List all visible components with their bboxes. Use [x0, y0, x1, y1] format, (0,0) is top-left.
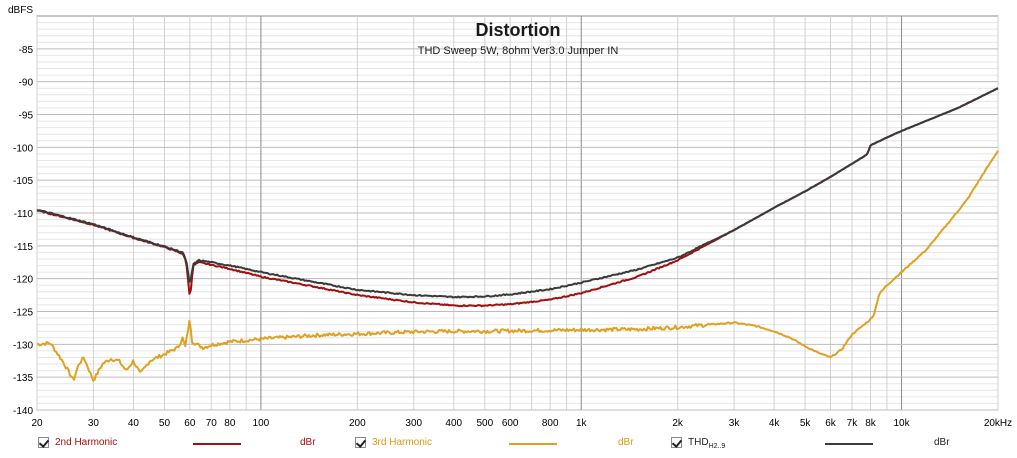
x-tick-label: 3k — [729, 418, 741, 429]
x-tick-label: 8k — [865, 418, 877, 429]
x-tick-label: 70 — [206, 418, 218, 429]
legend-label: THDH2..9 — [688, 437, 725, 450]
legend-line-2nd-harmonic — [193, 443, 241, 445]
x-tick-label: 400 — [445, 418, 462, 429]
x-tick-label: 800 — [542, 418, 559, 429]
checkbox-thd[interactable] — [671, 437, 682, 448]
x-tick-label: 200 — [349, 418, 366, 429]
x-tick-label: 5k — [800, 418, 812, 429]
y-tick-label: -105 — [13, 176, 33, 187]
legend-unit: dBr — [300, 437, 316, 448]
chart-title: Distortion — [476, 20, 561, 40]
chart-subtitle: THD Sweep 5W, 8ohm Ver3.0 Jumper IN — [418, 45, 619, 57]
legend-label: 3rd Harmonic — [372, 437, 433, 448]
x-tick-label: 500 — [476, 418, 493, 429]
series-layer — [36, 87, 999, 382]
series-line-3rd-harmonic — [36, 150, 999, 382]
thd-label: THD — [688, 437, 709, 448]
major-grid — [37, 16, 998, 411]
y-tick-label: -125 — [13, 308, 33, 319]
y-tick-label: -140 — [13, 406, 33, 417]
x-tick-label: 40 — [128, 418, 140, 429]
x-tick-label: 1k — [576, 418, 588, 429]
distortion-chart: -140 -135 -130 -125 -120 -115 -110 -105 -100 -95 -… — [8, 5, 1012, 429]
x-tick-label: 10k — [894, 418, 911, 429]
y-tick-label: -90 — [19, 78, 34, 89]
x-tick-label: 100 — [253, 418, 270, 429]
checkbox-3rd-harmonic[interactable] — [355, 437, 366, 448]
x-tick-label: 20kHz — [984, 418, 1012, 429]
series-line-thd-h2-9 — [36, 87, 999, 299]
x-tick-label: 60 — [184, 418, 196, 429]
y-tick-label: -95 — [19, 111, 34, 122]
legend-line-3rd-harmonic — [509, 443, 557, 445]
y-tick-label: -120 — [13, 275, 33, 286]
x-tick-label: 50 — [159, 418, 171, 429]
y-tick-label: -130 — [13, 340, 33, 351]
y-tick-label: -115 — [14, 242, 34, 253]
y-tick-label: -110 — [14, 209, 34, 220]
y-tick-label: -85 — [19, 45, 34, 56]
x-tick-label: 2k — [672, 418, 684, 429]
y-tick-label: -135 — [13, 373, 33, 384]
thd-subscript: H2..9 — [708, 443, 726, 450]
x-tick-label: 300 — [405, 418, 422, 429]
legend-line-thd — [825, 443, 873, 445]
legend-label: 2nd Harmonic — [55, 437, 118, 448]
legend-unit: dBr — [934, 437, 950, 448]
x-tick-label: 30 — [88, 418, 100, 429]
x-tick-label: 20 — [31, 418, 43, 429]
y-tick-label: -100 — [13, 143, 33, 154]
x-tick-label: 7k — [847, 418, 859, 429]
y-axis-label: dBFS — [8, 5, 33, 16]
legend-unit: dBr — [618, 437, 634, 448]
x-tick-label: 4k — [769, 418, 781, 429]
y-tick-labels: -140 -135 -130 -125 -120 -115 -110 -105 -100 -95 -… — [13, 45, 33, 417]
x-tick-label: 600 — [502, 418, 519, 429]
legend: 2nd Harmonic dBr 3rd Harmonic dBr THDH2.… — [0, 430, 1017, 458]
checkbox-2nd-harmonic[interactable] — [38, 437, 49, 448]
x-tick-labels: 20 30 40 50 60 70 80 100 200 300 400 500 600 800 1k 2k 3… — [31, 418, 1012, 429]
x-tick-label: 6k — [825, 418, 837, 429]
x-tick-label: 80 — [224, 418, 236, 429]
